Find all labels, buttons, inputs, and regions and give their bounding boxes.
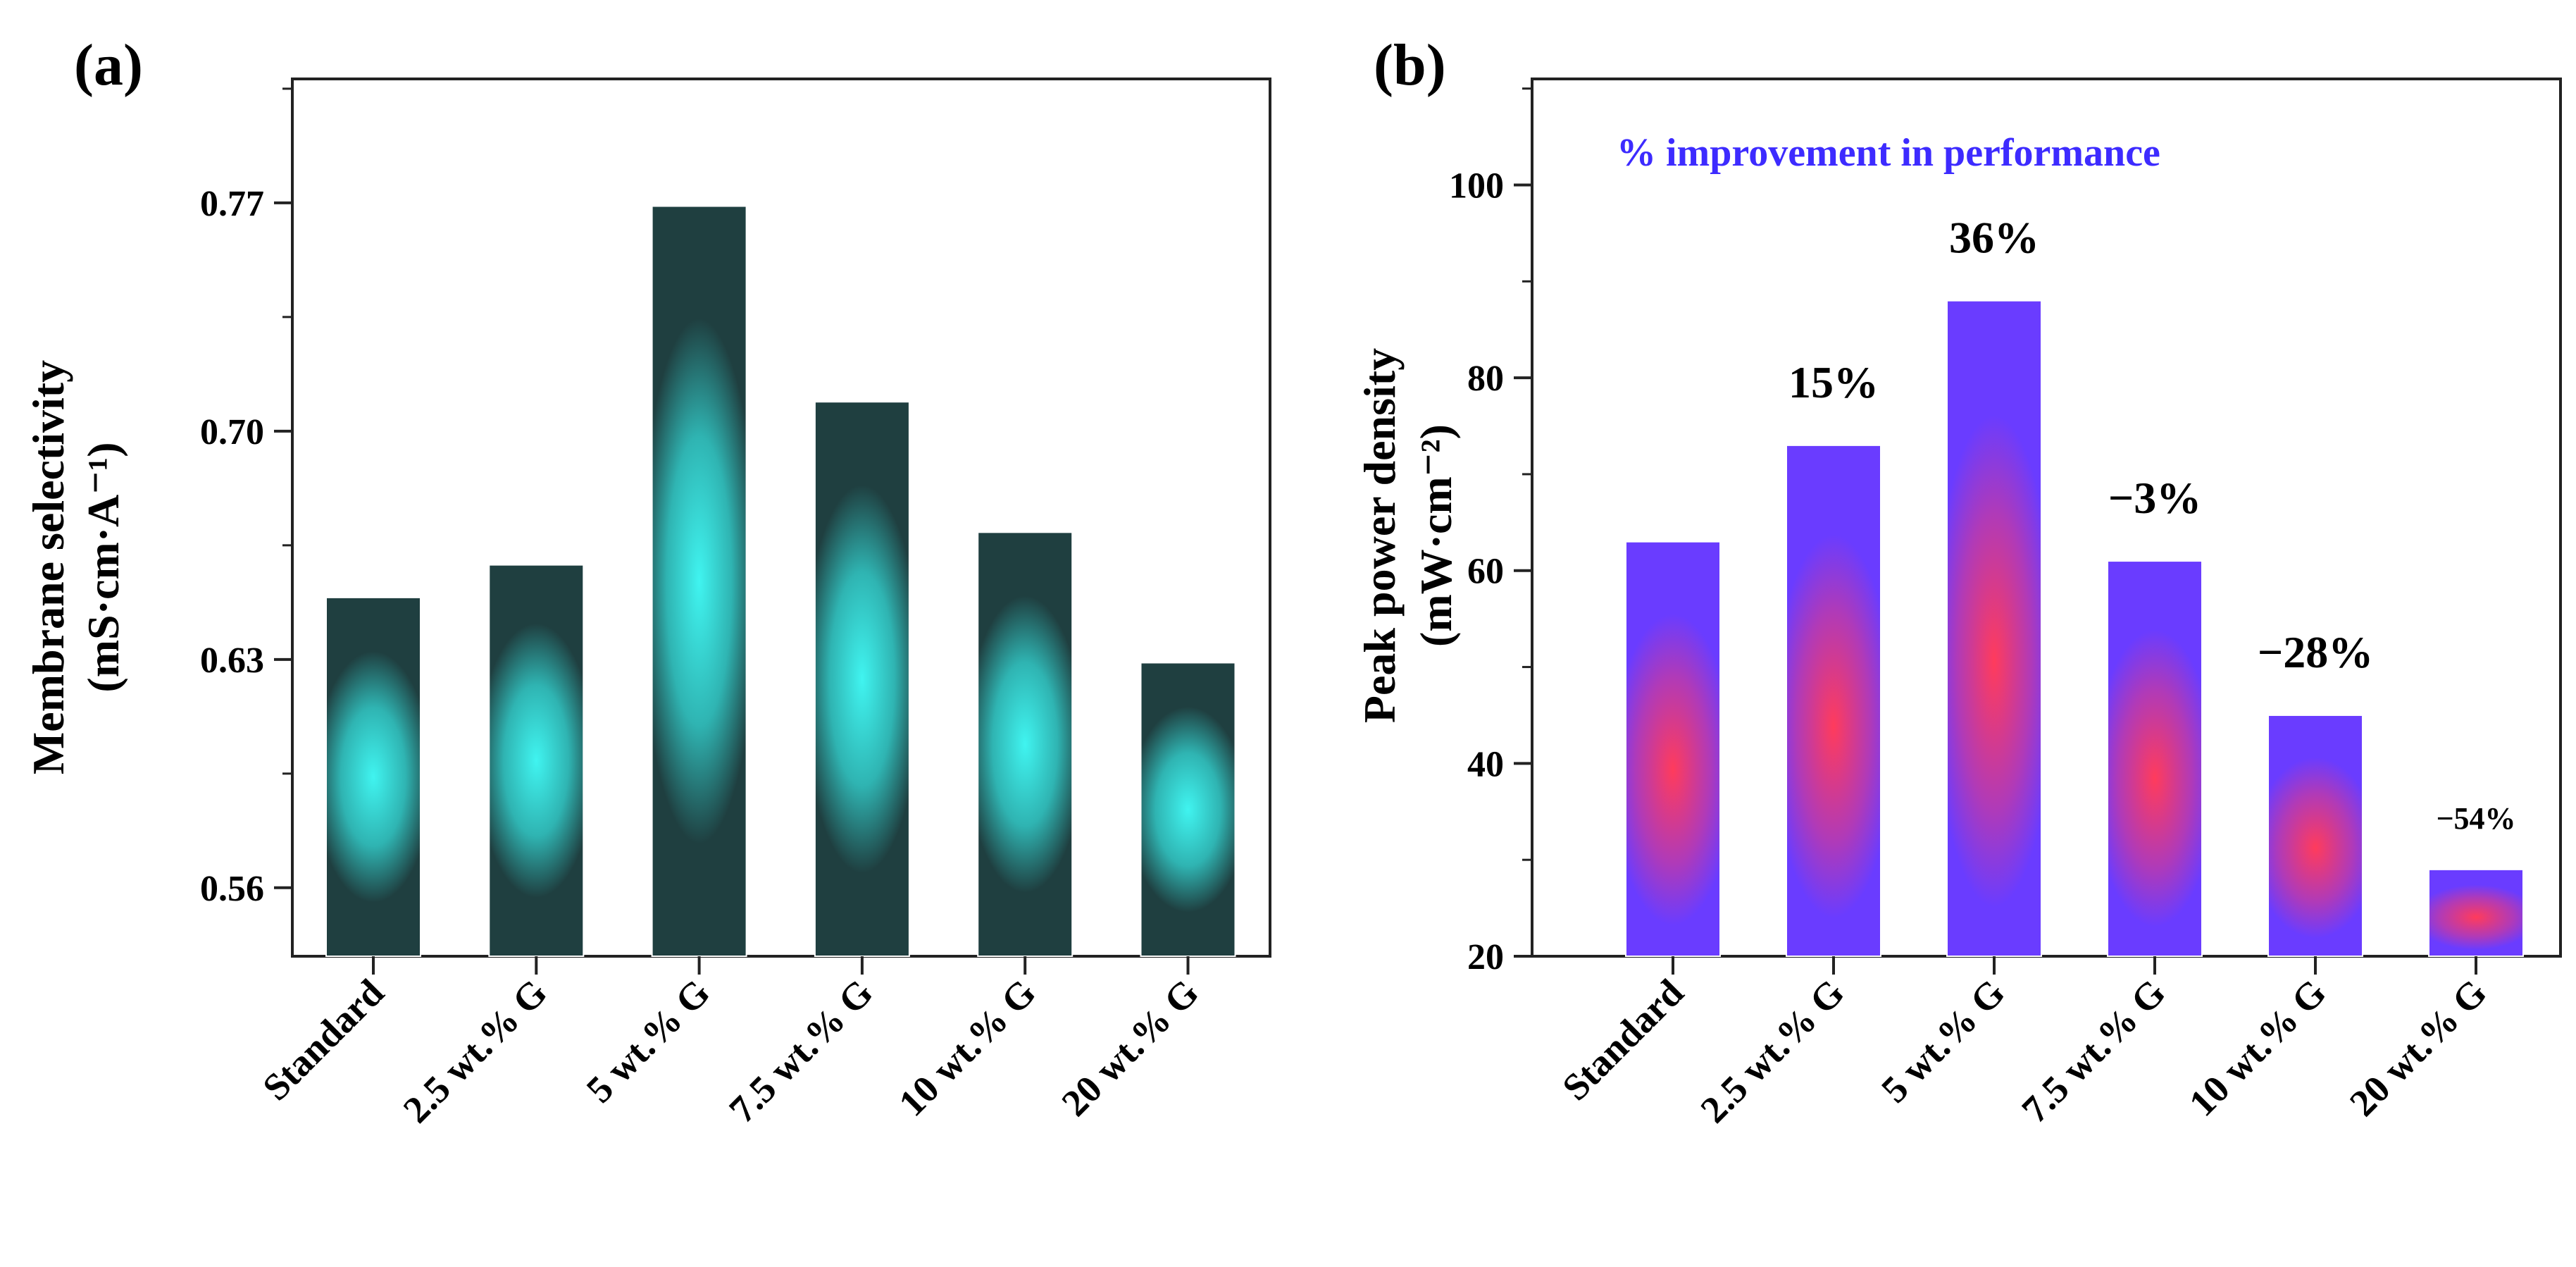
- y-tick-label: 0.56: [200, 869, 264, 909]
- bar-1: [1625, 540, 1721, 957]
- x-tick-label: 20 wt.% G: [1054, 971, 1207, 1124]
- bar-1: [325, 596, 421, 958]
- panel-a-label: (a): [74, 32, 143, 98]
- panel-a-bars: [325, 205, 1236, 958]
- y-tick-label: 80: [1467, 359, 1504, 399]
- panel-b-ylabel-line1: Peak power density: [1355, 348, 1405, 723]
- data-label-4: −3%: [2108, 473, 2201, 523]
- panel-b-peak-power-density: (b) % improvement in performance 20 40 60 8…: [1355, 32, 2562, 1131]
- bar-5: [2267, 714, 2363, 957]
- data-label-6: −54%: [2436, 801, 2515, 836]
- x-tick-label: 10 wt.% G: [2181, 971, 2334, 1124]
- bar-3: [1946, 299, 2042, 957]
- panel-a-ylabel-line2: (mS·cm·A⁻¹): [78, 442, 128, 692]
- x-tick-label: 10 wt.% G: [890, 971, 1043, 1124]
- bar-3: [651, 205, 747, 958]
- panel-b-label: (b): [1374, 32, 1446, 98]
- x-tick-label: 20 wt.% G: [2341, 971, 2494, 1124]
- bar-5: [977, 531, 1074, 957]
- panel-a-ylabel-line1: Membrane selectivity: [23, 360, 73, 774]
- x-tick-label: 5 wt.% G: [578, 971, 718, 1111]
- x-tick-label: 5 wt.% G: [1873, 971, 2012, 1111]
- panel-b-ylabel-line2: (mW·cm⁻²): [1411, 424, 1461, 647]
- bar-2: [1786, 444, 1881, 957]
- y-tick-label: 0.70: [200, 412, 264, 452]
- y-tick-label: 20: [1467, 937, 1504, 977]
- y-tick-label: 100: [1449, 166, 1504, 206]
- bar-4: [814, 401, 910, 957]
- panel-b-data-labels: 15% 36% −3% −28% −54%: [1788, 213, 2516, 836]
- panel-a-plot-frame: [291, 78, 1271, 958]
- data-label-5: −28%: [2258, 627, 2373, 677]
- y-tick-label: 0.77: [200, 184, 264, 224]
- y-tick-label: 60: [1467, 552, 1504, 592]
- x-tick-label: 2.5 wt.% G: [1693, 971, 1853, 1131]
- x-tick-label: 7.5 wt.% G: [721, 971, 881, 1131]
- data-label-2: 15%: [1788, 357, 1879, 407]
- y-tick-label: 40: [1467, 744, 1504, 784]
- y-tick-label: 0.63: [200, 641, 264, 681]
- panel-a-y-axis: 0.56 0.63 0.70 0.77: [200, 87, 292, 909]
- bar-4: [2107, 560, 2203, 957]
- x-tick-label: 7.5 wt.% G: [2014, 971, 2174, 1131]
- bar-6: [1140, 662, 1236, 958]
- panel-b-plot-frame: [1531, 78, 2562, 958]
- data-label-3: 36%: [1949, 213, 2039, 263]
- x-tick-label: 2.5 wt.% G: [395, 971, 555, 1131]
- panel-b-annotation: % improvement in performance: [1617, 131, 2160, 175]
- x-tick-label: Standard: [254, 971, 392, 1108]
- panel-b-bars: [1625, 299, 2524, 958]
- panel-b-y-axis: 20 40 60 80 100: [1449, 87, 1532, 977]
- bar-2: [488, 564, 585, 957]
- bar-6: [2428, 868, 2524, 958]
- x-tick-label: Standard: [1554, 971, 1691, 1108]
